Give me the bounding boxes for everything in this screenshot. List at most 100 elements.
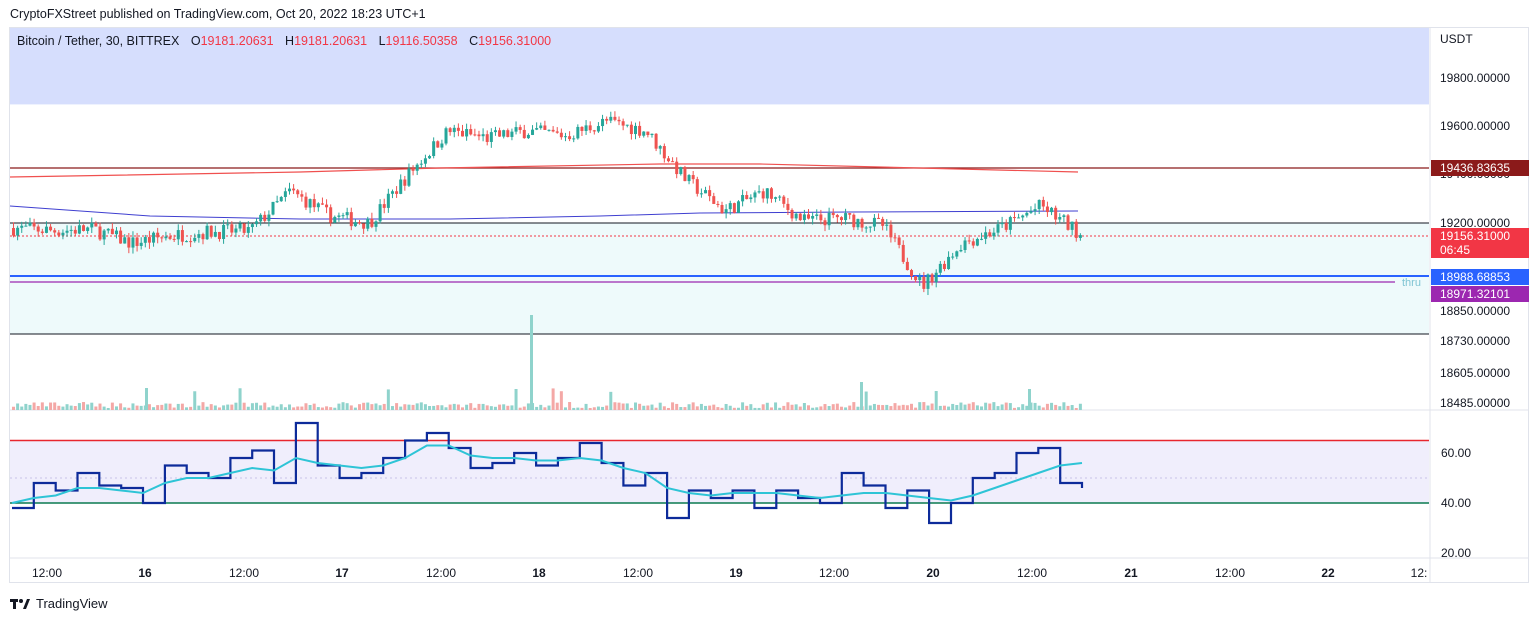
candle-body <box>716 203 720 206</box>
candle-body <box>390 191 394 194</box>
volume-bar <box>180 403 184 410</box>
candle-body <box>1029 211 1033 213</box>
volume-bar <box>271 405 275 410</box>
volume-bar <box>53 402 57 410</box>
candle-body <box>226 224 230 226</box>
candle-body <box>127 237 131 248</box>
candle-body <box>741 195 745 202</box>
candle-body <box>712 196 716 204</box>
volume-bar <box>555 402 559 410</box>
volume-bar <box>588 407 592 410</box>
volume-bar <box>885 404 889 410</box>
volume-bar <box>222 405 226 410</box>
volume-bar <box>287 404 291 410</box>
candle-body <box>798 213 802 221</box>
volume-spike <box>530 315 533 410</box>
time-tick-label: 12:00 <box>229 566 259 580</box>
candle-body <box>782 196 786 204</box>
candle-body <box>708 190 712 197</box>
candle-body <box>885 224 889 226</box>
volume-bar <box>119 403 123 410</box>
candle-body <box>86 227 90 231</box>
volume-bar <box>971 402 975 410</box>
volume-bar <box>378 405 382 410</box>
candle-body <box>543 125 547 130</box>
candle-body <box>967 240 971 242</box>
volume-bar <box>757 407 761 410</box>
candle-body <box>1017 217 1021 219</box>
candle-body <box>551 129 555 132</box>
candle-body <box>403 179 407 186</box>
candle-body <box>675 161 679 175</box>
volume-bar <box>341 402 345 410</box>
volume-bar <box>147 404 151 410</box>
candle-body <box>683 167 687 182</box>
volume-bar <box>848 405 852 410</box>
volume-bar <box>683 407 687 410</box>
price-tick-label: 19800.00000 <box>1440 71 1510 85</box>
candle-body <box>1050 207 1054 213</box>
candle-body <box>1033 209 1037 212</box>
volume-bar <box>947 406 951 410</box>
volume-bar <box>1021 404 1025 410</box>
volume-bar <box>526 403 530 410</box>
volume-bar <box>283 407 287 410</box>
volume-bar <box>662 406 666 410</box>
candle-body <box>164 236 168 239</box>
volume-bar <box>114 406 118 410</box>
candle-body <box>1041 199 1045 207</box>
candle-body <box>992 232 996 237</box>
price-tag <box>1431 160 1529 176</box>
volume-bar <box>316 407 320 410</box>
volume-bar <box>444 407 448 410</box>
demand-zone <box>10 223 1429 334</box>
candle-body <box>539 125 543 129</box>
candle-body <box>736 201 740 213</box>
candle-body <box>374 221 378 227</box>
candle-body <box>246 227 250 233</box>
candle-body <box>720 205 724 214</box>
volume-bar <box>852 402 856 410</box>
volume-bar <box>959 402 963 410</box>
volume-bar <box>152 407 156 410</box>
candle-body <box>242 223 246 233</box>
supply-zone <box>10 28 1429 105</box>
volume-bar <box>568 402 572 410</box>
volume-bar <box>613 402 617 410</box>
volume-bar <box>238 388 242 410</box>
volume-bar <box>617 402 621 410</box>
volume-bar <box>535 406 539 410</box>
candle-body <box>358 222 362 224</box>
volume-bar <box>217 407 221 410</box>
candle-body <box>889 224 893 238</box>
candle-body <box>279 196 283 202</box>
candle-body <box>827 212 831 226</box>
volume-bar <box>329 407 333 410</box>
volume-bar <box>819 406 823 410</box>
volume-bar <box>951 403 955 410</box>
candle-body <box>440 143 444 148</box>
candle-body <box>905 261 909 271</box>
footer: TradingView <box>10 596 108 611</box>
candle-body <box>205 225 209 240</box>
candle-body <box>378 204 382 222</box>
time-tick-label: 19 <box>729 566 743 580</box>
volume-bar <box>539 404 543 410</box>
volume-bar <box>349 405 353 410</box>
candle-body <box>852 214 856 228</box>
chart-frame[interactable] <box>9 27 1529 583</box>
time-tick-label: 12:00 <box>819 566 849 580</box>
candle-body <box>456 127 460 131</box>
volume-bar <box>980 406 984 410</box>
rsi-tick-label: 60.00 <box>1441 446 1471 460</box>
candle-body <box>143 237 147 243</box>
volume-bar <box>1078 403 1082 410</box>
volume-bar <box>955 405 959 410</box>
volume-bar <box>337 403 341 410</box>
volume-bar <box>601 406 605 410</box>
candle-body <box>296 190 300 195</box>
candle-body <box>724 209 728 214</box>
volume-spike <box>1028 389 1031 410</box>
price-tag-label: 18971.32101 <box>1440 287 1510 301</box>
